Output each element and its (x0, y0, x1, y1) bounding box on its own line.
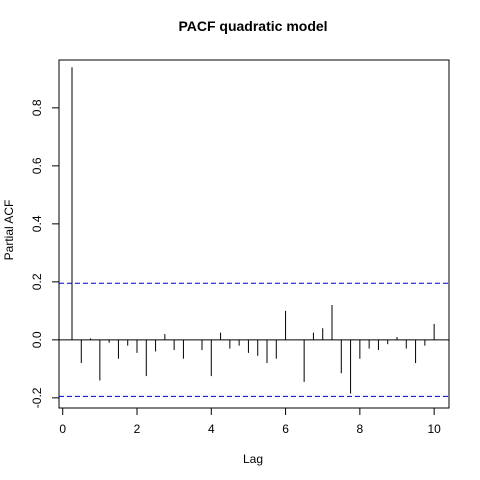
x-tick-label: 4 (208, 422, 215, 436)
x-axis: 0 2 4 6 8 10 (59, 407, 441, 436)
y-tick-label: 0.4 (30, 215, 44, 232)
pacf-marks (59, 67, 449, 397)
x-tick-label: 6 (282, 422, 289, 436)
x-tick-label: 2 (134, 422, 141, 436)
y-tick-label: -0.2 (30, 387, 44, 408)
y-tick-label: 0.0 (30, 331, 44, 348)
y-tick-label: 0.6 (30, 157, 44, 174)
y-axis-label: Partial ACF (2, 200, 16, 261)
y-axis: -0.2 0.0 0.2 0.4 0.6 0.8 (30, 99, 60, 408)
chart-title: PACF quadratic model (178, 18, 327, 34)
y-tick-label: 0.8 (30, 99, 44, 116)
x-tick-label: 8 (357, 422, 364, 436)
x-axis-label: Lag (243, 452, 263, 466)
y-tick-label: 0.2 (30, 273, 44, 290)
x-tick-label: 0 (59, 422, 66, 436)
x-tick-label: 10 (427, 422, 441, 436)
